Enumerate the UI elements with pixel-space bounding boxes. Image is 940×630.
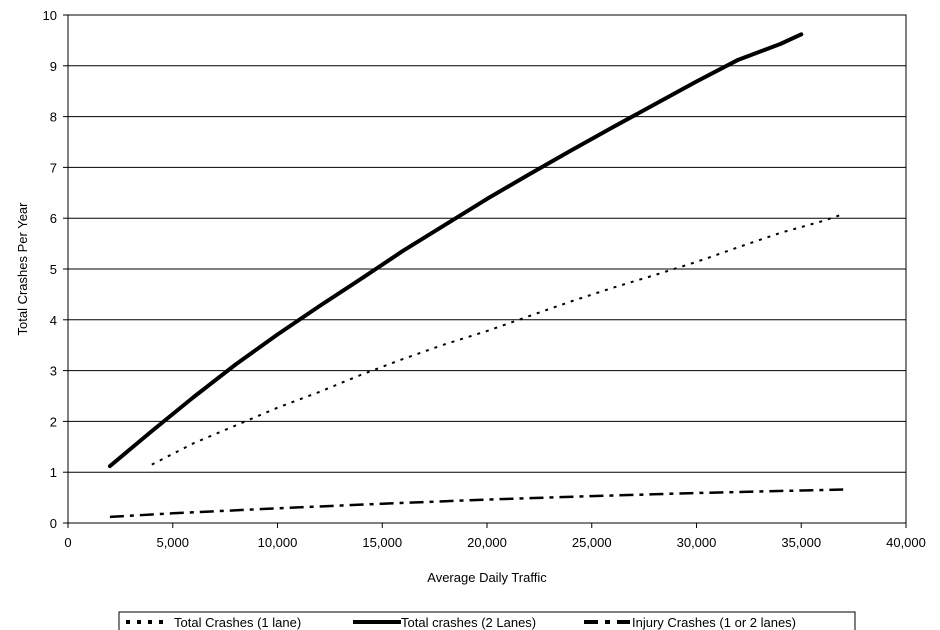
- x-tick-label: 40,000: [886, 535, 926, 550]
- y-tick-label: 6: [50, 211, 57, 226]
- y-tick-label: 8: [50, 110, 57, 125]
- x-tick-label: 10,000: [258, 535, 298, 550]
- series-lines: [107, 32, 844, 519]
- plot-frame: [67, 14, 907, 524]
- series-line-0: [151, 213, 844, 466]
- legend-label-injury-crashes: Injury Crashes (1 or 2 lanes): [632, 615, 796, 630]
- x-tick-label: 20,000: [467, 535, 507, 550]
- x-tick-label: 0: [64, 535, 71, 550]
- y-tick-label: 4: [50, 313, 57, 328]
- y-tick-label: 9: [50, 59, 57, 74]
- y-tick-label: 2: [50, 414, 57, 429]
- y-axis-ticks: 0 1 2 3 4 5 6 7 8 9 10: [43, 8, 68, 531]
- y-tick-label: 1: [50, 465, 57, 480]
- legend-box: [118, 611, 856, 630]
- x-tick-label: 15,000: [362, 535, 402, 550]
- x-axis-title: Average Daily Traffic: [427, 570, 547, 585]
- legend-label-total-crashes-2-lanes: Total crashes (2 Lanes): [401, 615, 536, 630]
- y-tick-label: 7: [50, 160, 57, 175]
- x-tick-label: 25,000: [572, 535, 612, 550]
- y-tick-label: 3: [50, 364, 57, 379]
- legend-label-total-crashes-1-lane: Total Crashes (1 lane): [174, 615, 301, 630]
- legend: Total Crashes (1 lane) Total crashes (2 …: [118, 611, 856, 630]
- y-tick-label: 0: [50, 516, 57, 531]
- y-tick-label: 5: [50, 262, 57, 277]
- y-axis-title: Total Crashes Per Year: [15, 202, 30, 336]
- y-tick-label: 10: [43, 8, 57, 23]
- x-tick-label: 5,000: [156, 535, 189, 550]
- grid-lines: [68, 14, 906, 473]
- x-axis-ticks: 0 5,000 10,000 15,000 20,000 25,000 30,000 35,0…: [64, 523, 926, 550]
- series-line-1: [107, 32, 804, 469]
- x-tick-label: 30,000: [677, 535, 717, 550]
- x-tick-label: 35,000: [781, 535, 821, 550]
- series-line-2: [109, 488, 844, 519]
